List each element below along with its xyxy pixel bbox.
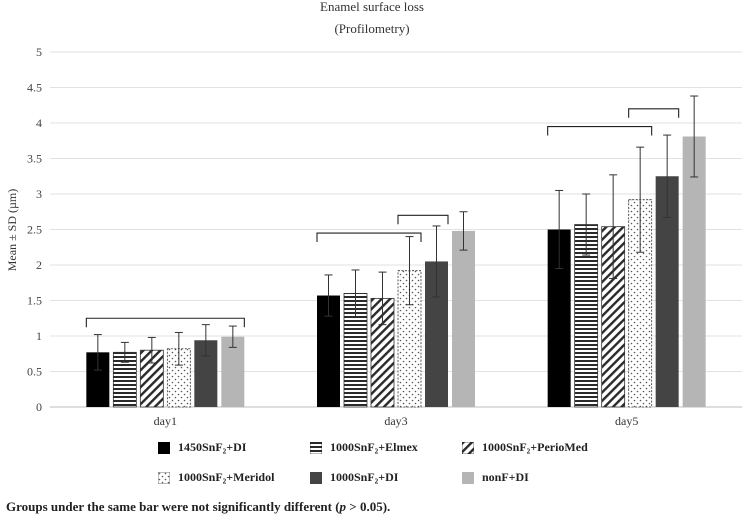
legend-item-nonf-di: nonF+DI: [462, 470, 529, 485]
legend-item-1000snf2-elmex: 1000SnF₂+Elmex: [310, 440, 418, 455]
y-tick-label: 4: [36, 116, 42, 130]
significance-bracket: [397, 214, 449, 225]
footnote: Groups under the same bar were not signi…: [6, 499, 390, 515]
bar: [452, 230, 475, 407]
significance-bracket: [85, 317, 245, 328]
bars: [86, 136, 706, 408]
legend-label: 1000SnF₂+DI: [330, 470, 399, 484]
x-tick-label: day3: [384, 414, 407, 428]
legend-label: 1000SnF₂+Meridol: [178, 470, 275, 484]
legend-item-1000snf2-di: 1000SnF₂+DI: [310, 470, 398, 485]
legend-label: nonF+DI: [482, 470, 529, 484]
y-tick-label: 0.5: [27, 365, 42, 379]
footnote-text-end: > 0.05).: [346, 499, 391, 514]
x-axis-ticks: day1 day3 day5: [154, 414, 639, 428]
legend-swatch: [462, 441, 474, 454]
legend-label: 1000SnF₂+Elmex: [330, 440, 418, 454]
y-tick-label: 0: [36, 400, 42, 414]
bar: [655, 176, 679, 407]
y-tick-label: 2.5: [27, 223, 42, 237]
y-tick-label: 3: [36, 187, 42, 201]
significance-brackets: [85, 108, 680, 328]
chart-subtitle: (Profilometry): [334, 21, 409, 36]
legend-swatch: [462, 471, 474, 484]
x-tick-label: day1: [154, 414, 177, 428]
bar: [221, 336, 245, 407]
x-tick-label: day5: [615, 414, 638, 428]
chart-area: Enamel surface loss (Profilometry) Mean …: [5, 0, 742, 428]
y-tick-label: 3.5: [27, 152, 42, 166]
legend-item-1000snf2-periomed: 1000SnF₂+PerioMed: [462, 440, 588, 455]
legend-label: 1450SnF₂+DI: [178, 440, 247, 454]
gridlines: [50, 51, 742, 408]
bar: [682, 136, 706, 408]
legend-swatch: [158, 441, 170, 454]
y-axis-ticks: 0 0.5 1 1.5 2 2.5 3 3.5 4 4.5 5: [27, 45, 42, 414]
y-tick-label: 4.5: [27, 81, 42, 95]
bar: [425, 261, 448, 407]
footnote-p: p: [339, 499, 347, 514]
legend-swatch: [310, 441, 322, 454]
bar: [317, 295, 340, 407]
significance-bracket: [316, 232, 422, 243]
significance-bracket: [628, 108, 680, 118]
significance-bracket: [547, 126, 653, 136]
legend-item-1450snf2-di: 1450SnF₂+DI: [158, 440, 246, 455]
chart-title: Enamel surface loss: [320, 0, 424, 14]
bar: [194, 340, 218, 407]
legend-label: 1000SnF₂+PerioMed: [482, 440, 588, 454]
y-axis-label: Mean ± SD (µm): [5, 189, 19, 272]
y-tick-label: 5: [36, 45, 42, 59]
y-tick-label: 2: [36, 258, 42, 272]
y-tick-label: 1.5: [27, 294, 42, 308]
legend-item-1000snf2-meridol: 1000SnF₂+Meridol: [158, 470, 274, 485]
legend-swatch: [310, 471, 322, 484]
error-bars: [93, 95, 699, 371]
bar: [547, 229, 571, 407]
bar: [86, 352, 110, 407]
footnote-text: Groups under the same bar were not signi…: [6, 499, 340, 514]
legend-swatch: [158, 471, 170, 484]
y-tick-label: 1: [36, 329, 42, 343]
